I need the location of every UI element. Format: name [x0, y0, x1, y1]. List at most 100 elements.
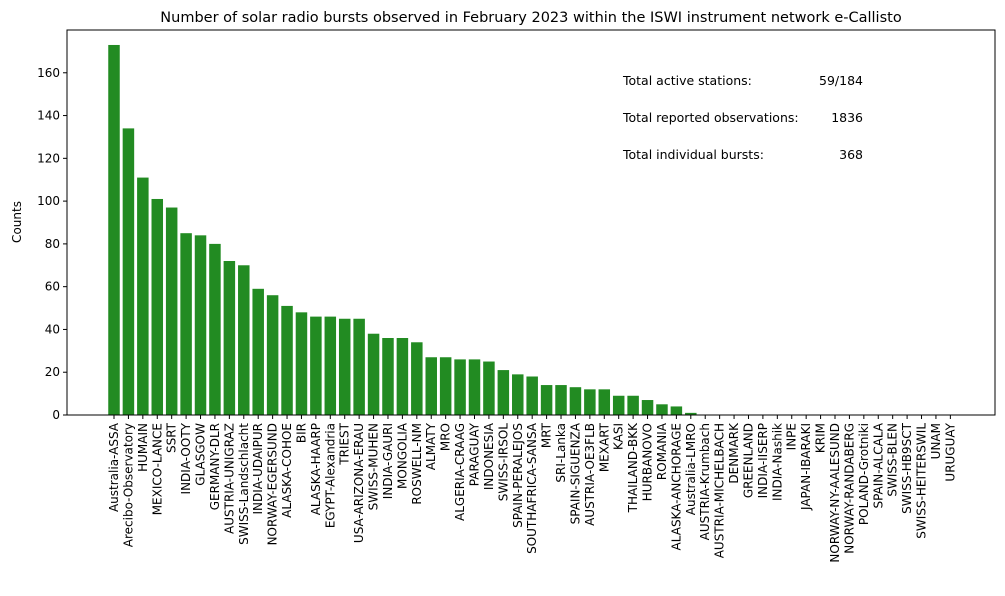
y-tick-label: 60 [45, 280, 60, 294]
x-axis-ticks: Australia-ASSA Arecibo-Observatory HUMAIN M… [107, 415, 957, 563]
x-tick-label: EGYPT-Alexandria [323, 423, 337, 528]
x-tick-label: HURBANOVO [641, 423, 655, 501]
x-tick-label: KRIM [814, 423, 828, 453]
x-tick-label: SOUTHAFRICA-SANSA [525, 422, 539, 554]
bar [180, 233, 192, 415]
x-tick-label: USA-ARIZONA-ERAU [352, 423, 366, 543]
bar [165, 207, 178, 415]
x-tick-label: TRIEST [338, 422, 352, 465]
bar [612, 395, 625, 415]
x-tick-label: INDIA-Nashik [770, 423, 784, 501]
bar [108, 44, 120, 415]
x-tick-label: SPAIN-ALCALA [871, 422, 885, 508]
x-tick-label: INDIA-OOTY [179, 422, 193, 494]
chart-title: Number of solar radio bursts observed in… [160, 10, 902, 26]
x-tick-label: ROMANIA [655, 422, 669, 480]
x-tick-label: INDIA-IISERP [756, 423, 770, 498]
bar [569, 387, 582, 415]
bar [540, 385, 553, 415]
x-tick-label: GREENLAND [741, 423, 755, 498]
x-tick-label: URUGUAY [943, 422, 957, 481]
bar [353, 318, 365, 415]
x-tick-label: KASI [612, 423, 626, 450]
x-tick-label: MRT [540, 422, 554, 448]
bar [425, 357, 437, 415]
bar [122, 128, 135, 415]
x-tick-label: NORWAY-EGERSUND [266, 423, 280, 545]
x-tick-label: AUSTRIA-UNIGRAZ [222, 423, 236, 534]
annotation-label: Total active stations: [622, 73, 752, 88]
y-tick-label: 120 [37, 151, 60, 165]
y-tick-label: 140 [37, 109, 60, 123]
x-tick-label: Australia-LMRO [684, 423, 698, 515]
annotation-value: 1836 [831, 110, 863, 125]
x-tick-label: SSRT [165, 422, 179, 453]
x-tick-label: PARAGUAY [468, 422, 482, 486]
x-tick-label: SPAIN-SIGUENZA [568, 422, 582, 524]
bar [685, 412, 697, 415]
bar [194, 235, 207, 415]
y-tick-label: 100 [37, 194, 60, 208]
y-tick-label: 80 [45, 237, 60, 251]
x-tick-label: SWISS-IRSOL [496, 423, 510, 502]
bar [281, 305, 293, 415]
x-tick-label: MRO [439, 423, 453, 451]
x-tick-label: INPE [785, 423, 799, 450]
x-tick-label: BIR [294, 423, 308, 443]
x-tick-label: SWISS-HB9SCT [900, 422, 914, 513]
x-tick-label: ALASKA-ANCHORAGE [669, 423, 683, 550]
x-tick-label: ALGERIA-CRAAG [453, 423, 467, 521]
bar [555, 385, 567, 415]
x-tick-label: POLAND-Grotniki [857, 423, 871, 525]
x-tick-label: SPAIN-PERALEJOS [511, 423, 525, 528]
x-tick-label: Australia-ASSA [107, 422, 121, 512]
bar [209, 243, 221, 415]
x-tick-label: ALASKA-COHOE [280, 423, 294, 518]
x-tick-label: Arecibo-Observatory [121, 423, 135, 547]
x-tick-label: ALMATY [424, 422, 438, 470]
x-tick-label: SWISS-Landschlacht [237, 423, 251, 545]
bar [137, 177, 149, 415]
x-tick-label: INDONESIA [482, 422, 496, 490]
y-axis-ticks: 0 20 40 60 80 100 120 140 160 [37, 66, 67, 422]
x-tick-label: DENMARK [727, 422, 741, 484]
y-tick-label: 0 [52, 408, 60, 422]
bar [483, 361, 495, 415]
x-tick-label: GERMANY-DLR [208, 423, 222, 510]
bar [411, 342, 423, 415]
x-tick-label: ROSWELL-NM [410, 423, 424, 505]
x-tick-label: THAILAND-BKK [626, 422, 640, 513]
bar [266, 295, 279, 415]
x-tick-label: GLASGOW [194, 423, 208, 486]
bar [310, 316, 322, 415]
annotation-value: 59/184 [819, 73, 863, 88]
x-tick-label: SWISS-HEITERSWIL [915, 423, 929, 539]
annotation-label: Total reported observations: [622, 110, 799, 125]
bar [396, 338, 409, 415]
bar [367, 333, 380, 415]
x-tick-label: SWISS-MUHEN [367, 423, 381, 510]
annotation-label: Total individual bursts: [622, 147, 764, 162]
y-tick-label: 20 [45, 365, 60, 379]
x-tick-label: SWISS-BLEN [886, 423, 900, 497]
bar [598, 389, 611, 415]
bar [497, 370, 510, 415]
bar [526, 376, 538, 415]
x-tick-label: MEXART [597, 422, 611, 472]
bar [512, 374, 524, 415]
x-tick-label: INDIA-GAURI [381, 423, 395, 499]
x-tick-label: AUSTRIA-Krumbach [698, 423, 712, 540]
bar [439, 357, 452, 415]
y-tick-label: 40 [45, 322, 60, 336]
plot-frame [66, 29, 996, 416]
x-tick-label: HUMAIN [136, 423, 150, 472]
x-tick-label: SRI-Lanka [554, 423, 568, 483]
x-tick-label: NORWAY-RANDABERG [842, 423, 856, 554]
annotation-value: 368 [839, 147, 863, 162]
bar [627, 395, 639, 415]
bar [295, 312, 308, 415]
bar [454, 359, 466, 415]
x-tick-label: INDIA-UDAIPUR [251, 423, 265, 515]
x-tick-label: UNAM [929, 423, 943, 459]
